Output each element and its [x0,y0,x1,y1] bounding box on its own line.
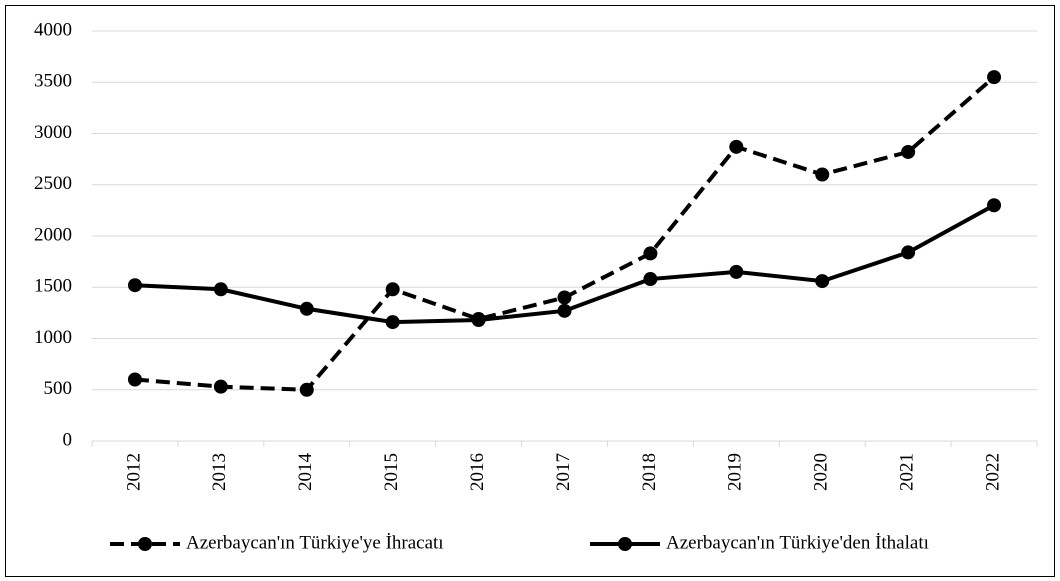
data-point [127,372,142,387]
data-point [299,382,314,397]
x-tick-label: 2015 [381,453,402,491]
data-point [815,167,830,182]
x-tick-label: 2021 [896,453,917,491]
data-point [987,70,1002,85]
y-tick-label: 1000 [34,327,72,348]
chart-border [5,5,1055,577]
x-tick-label: 2013 [209,453,230,491]
data-point [987,198,1002,213]
legend-label: Azerbaycan'ın Türkiye'ye İhracatı [186,532,444,553]
data-point [901,144,916,159]
y-tick-label: 4000 [34,19,72,40]
y-tick-label: 3500 [34,71,72,92]
data-point [729,264,744,279]
data-point [385,315,400,330]
data-point [557,303,572,318]
data-point [213,379,228,394]
x-tick-label: 2020 [811,453,832,491]
y-tick-label: 3000 [34,122,72,143]
y-tick-label: 500 [44,378,73,399]
x-tick-label: 2022 [982,453,1003,491]
data-point [385,282,400,297]
legend-marker [138,537,152,551]
x-tick-label: 2016 [467,453,488,491]
x-tick-label: 2014 [295,453,316,492]
x-tick-label: 2012 [123,453,144,491]
data-point [643,246,658,261]
data-point [471,313,486,328]
data-point [815,274,830,289]
x-tick-label: 2017 [553,453,574,491]
data-point [213,282,228,297]
data-point [299,301,314,316]
data-point [557,290,572,305]
x-tick-label: 2019 [725,453,746,491]
x-tick-label: 2018 [639,453,660,491]
y-tick-label: 2500 [34,173,72,194]
legend-label: Azerbaycan'ın Türkiye'den İthalatı [666,532,929,553]
data-point [127,278,142,293]
y-tick-label: 2000 [34,224,72,245]
data-point [729,139,744,154]
y-tick-label: 0 [63,429,73,450]
data-point [643,272,658,287]
y-tick-label: 1500 [34,276,72,297]
data-point [901,245,916,260]
legend-marker [618,537,632,551]
